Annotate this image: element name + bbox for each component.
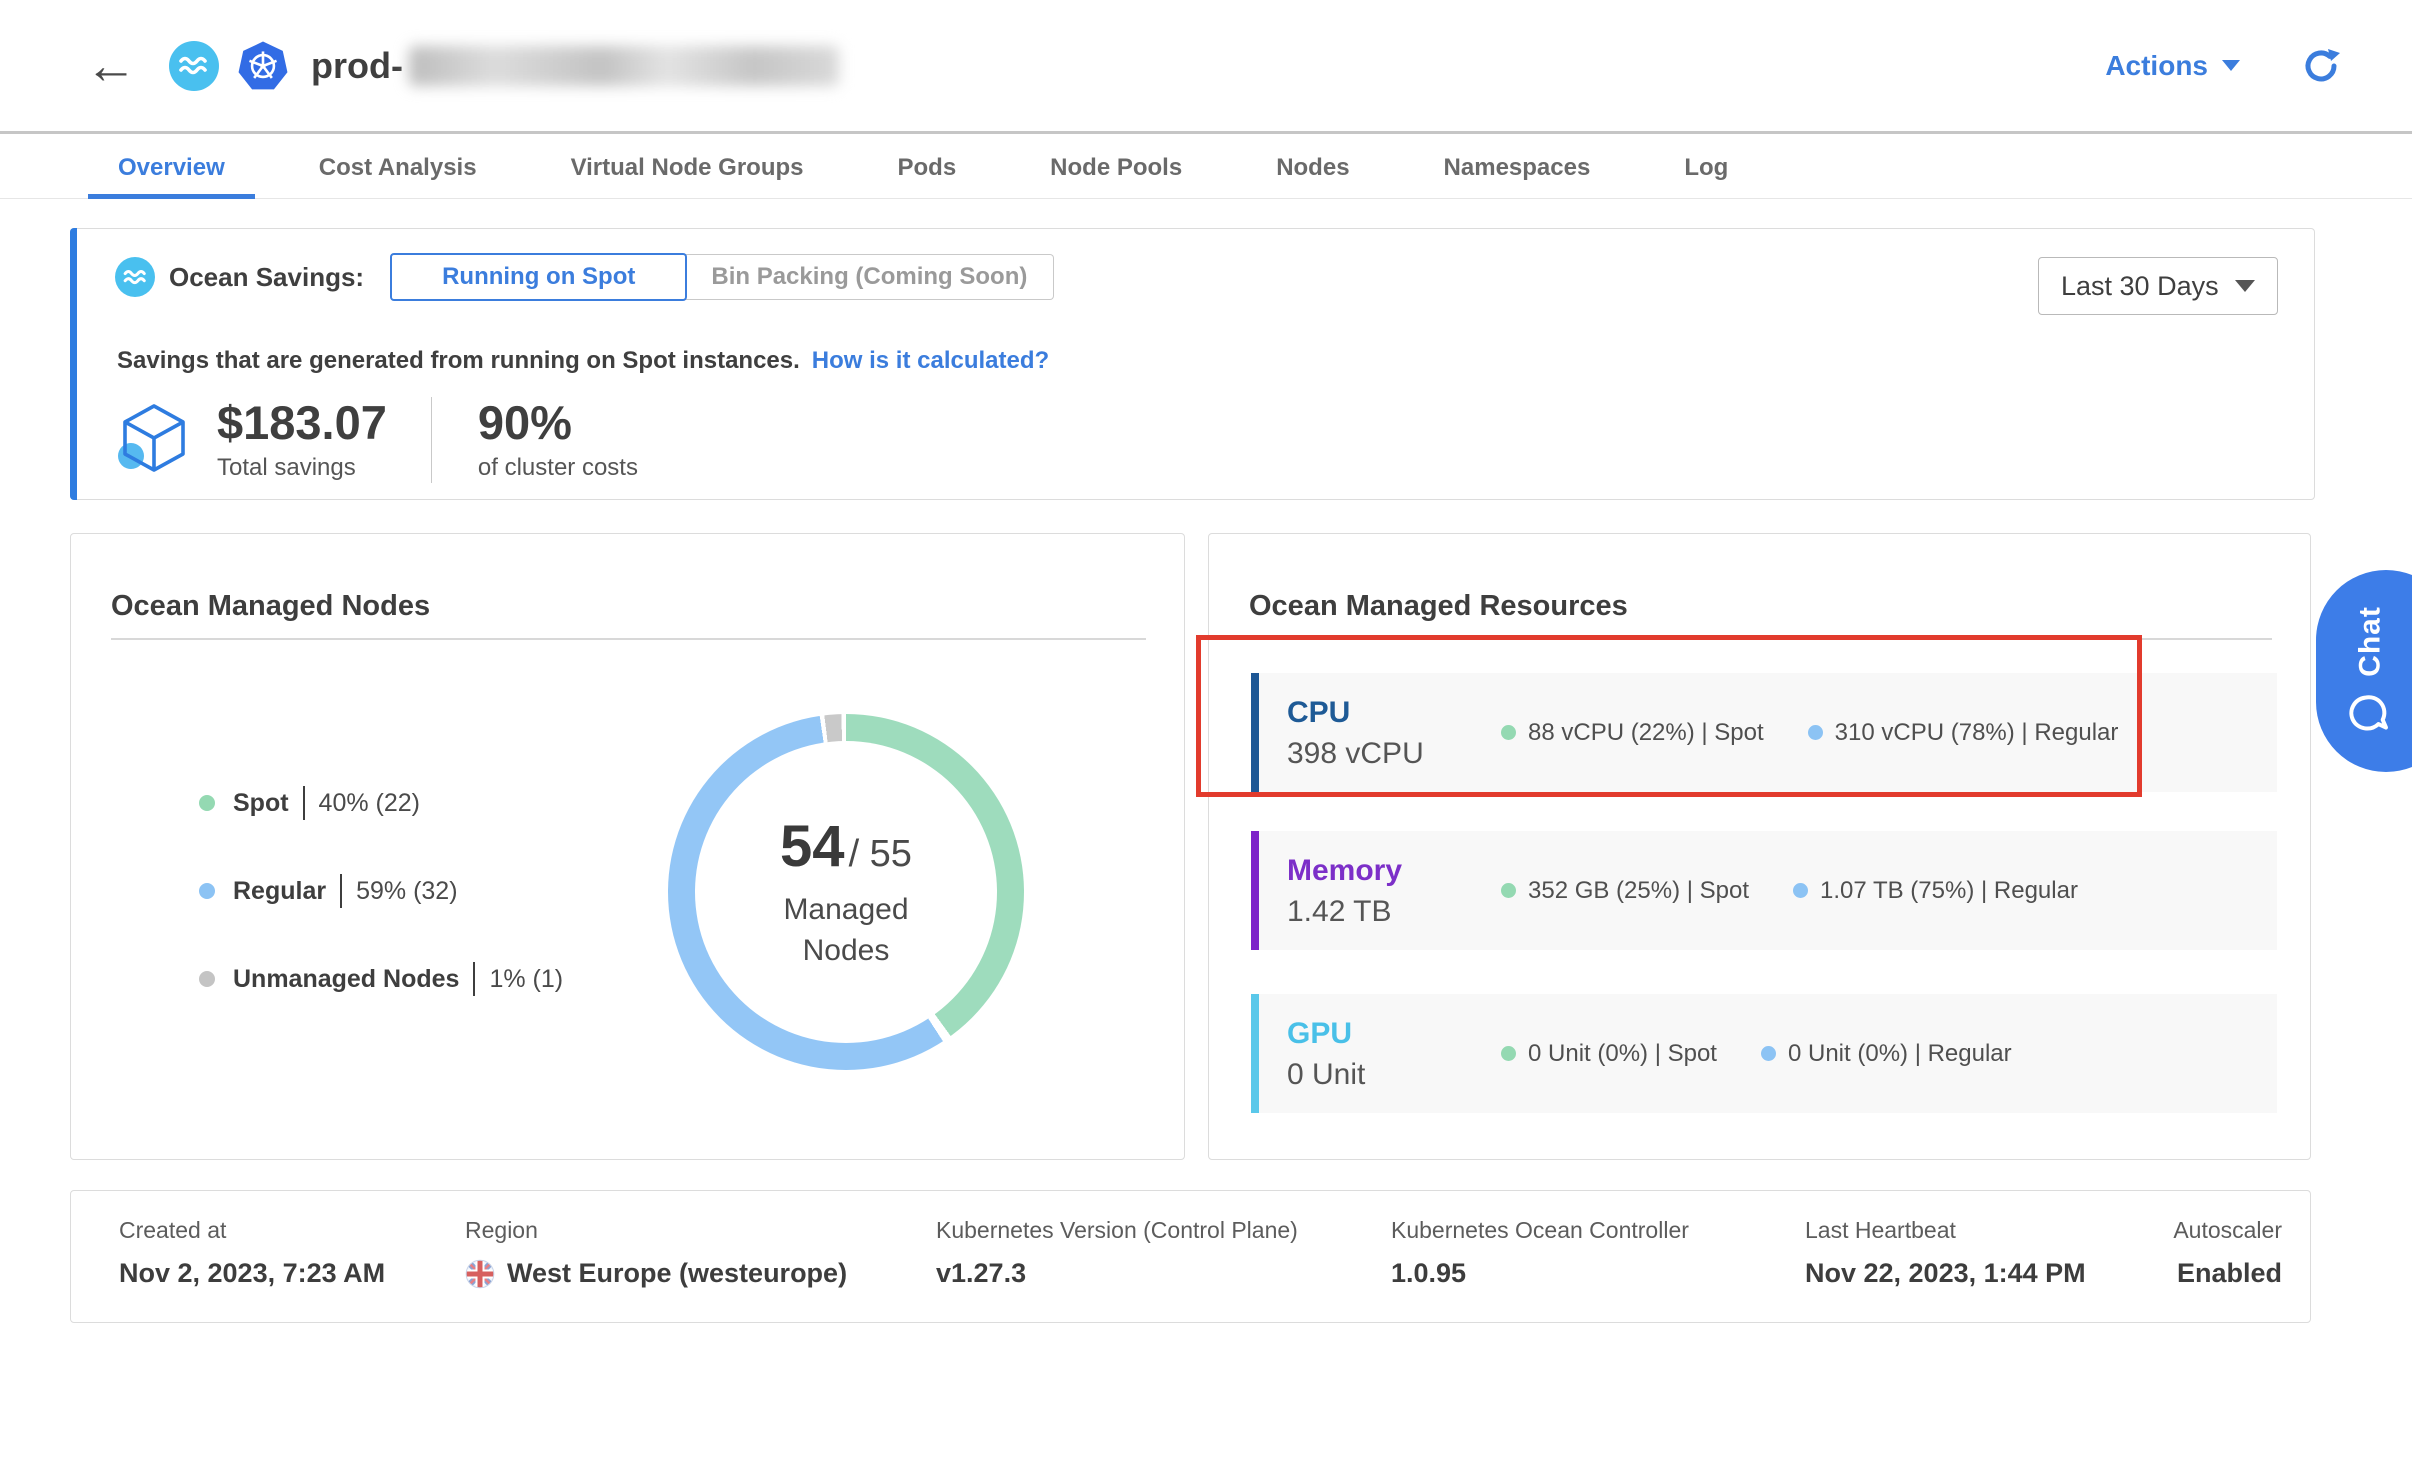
tab-cost-analysis[interactable]: Cost Analysis <box>318 153 477 181</box>
chat-button[interactable]: Chat <box>2316 570 2412 772</box>
info-region: Region West Europe <box>465 1217 848 1289</box>
toggle-running-on-spot[interactable]: Running on Spot <box>390 253 688 301</box>
actions-dropdown[interactable]: Actions <box>2105 50 2240 82</box>
legend-item-spot: Spot 40% (22) <box>199 786 563 820</box>
divider <box>111 638 1146 640</box>
tab-nodes[interactable]: Nodes <box>1276 153 1350 181</box>
cluster-name-redacted <box>408 45 839 86</box>
donut-label: Managed Nodes <box>783 893 909 967</box>
spot-dot-icon <box>1501 725 1516 740</box>
savings-cube-icon <box>117 400 191 480</box>
memory-spot-detail: 352 GB (25%) | Spot <box>1501 877 1749 905</box>
legend-item-regular: Regular 59% (32) <box>199 874 563 908</box>
total-count: / 55 <box>848 833 912 875</box>
page-title: prod- <box>311 45 839 87</box>
chat-label: Chat <box>2353 605 2386 677</box>
regular-dot-icon <box>1760 1046 1776 1061</box>
cpu-regular-detail: 310 vCPU (78%) | Regular <box>1807 719 2118 747</box>
total-savings-label: Total savings <box>217 453 356 481</box>
spot-dot-icon <box>199 795 215 811</box>
memory-label: Memory <box>1287 853 1403 887</box>
back-button[interactable]: ← <box>85 36 137 95</box>
tab-log[interactable]: Log <box>1684 153 1729 181</box>
regular-dot-icon <box>1807 725 1823 740</box>
managed-nodes-card: Ocean Managed Nodes Spot 40% (22) Regula… <box>70 533 1185 1160</box>
region-flag-icon <box>465 1259 495 1289</box>
savings-panel-label: Ocean Savings: <box>169 261 365 292</box>
tab-overview[interactable]: Overview <box>88 137 255 199</box>
total-savings-metric: $183.07 Total savings <box>217 398 387 481</box>
gpu-label: GPU <box>1287 1016 1353 1050</box>
spot-dot-icon <box>1501 1046 1516 1061</box>
savings-mode-toggle: Running on Spot Bin Packing (Coming Soon… <box>390 253 1055 301</box>
chevron-down-icon <box>2222 60 2240 71</box>
regular-dot-icon <box>1793 883 1809 898</box>
ocean-logo-small-icon <box>115 257 155 297</box>
cluster-cost-metric: 90% of cluster costs <box>478 398 638 481</box>
tab-namespaces[interactable]: Namespaces <box>1443 153 1591 181</box>
cluster-cost-percent: 90% <box>477 396 572 450</box>
autoscaler-status-badge: Enabled <box>2176 1258 2282 1288</box>
managed-nodes-donut-chart: 54 / 55 Managed Nodes <box>668 714 1024 1070</box>
memory-regular-detail: 1.07 TB (75%) | Regular <box>1793 877 2078 905</box>
resource-row-cpu: CPU 398 vCPU 88 vCPU (22%) | Spot 310 vC… <box>1251 673 2277 792</box>
refresh-button[interactable] <box>2300 45 2342 87</box>
managed-resources-card: Ocean Managed Resources CPU 398 vCPU 88 … <box>1208 533 2311 1160</box>
info-last-heartbeat: Last Heartbeat Nov 22, 2023, 1:44 PM <box>1805 1217 2086 1288</box>
gpu-spot-detail: 0 Unit (0%) | Spot <box>1501 1040 1717 1068</box>
chevron-down-icon <box>2235 280 2255 292</box>
toggle-bin-packing[interactable]: Bin Packing (Coming Soon) <box>685 254 1055 300</box>
cluster-cost-label: of cluster costs <box>477 453 638 481</box>
spot-dot-icon <box>1501 883 1516 898</box>
resource-row-gpu: GPU 0 Unit 0 Unit (0%) | Spot 0 Unit (0%… <box>1251 994 2277 1113</box>
cpu-spot-detail: 88 vCPU (22%) | Spot <box>1501 719 1764 747</box>
header-actions: Actions <box>2105 45 2342 87</box>
how-calculated-link[interactable]: How is it calculated? <box>811 347 1050 374</box>
kubernetes-logo-icon <box>238 41 288 89</box>
chat-bubble-icon <box>2346 692 2395 736</box>
resource-row-memory: Memory 1.42 TB 352 GB (25%) | Spot 1.07 … <box>1251 831 2277 950</box>
total-savings-value: $183.07 <box>217 396 387 450</box>
divider <box>1249 638 2272 640</box>
ocean-savings-panel: Ocean Savings: Running on Spot Bin Packi… <box>70 228 2315 500</box>
regular-dot-icon <box>199 883 215 899</box>
info-ocean-controller: Kubernetes Ocean Controller 1.0.95 <box>1391 1217 1689 1288</box>
memory-total: 1.42 TB <box>1287 894 1392 928</box>
period-dropdown[interactable]: Last 30 Days <box>2038 257 2278 315</box>
info-k8s-version: Kubernetes Version (Control Plane) v1.27… <box>936 1217 1298 1288</box>
metric-divider <box>430 397 432 483</box>
info-created-at: Created at Nov 2, 2023, 7:23 AM <box>119 1217 386 1288</box>
managed-count: 54 <box>780 814 845 879</box>
managed-resources-title: Ocean Managed Resources <box>1249 590 1628 622</box>
unmanaged-dot-icon <box>199 971 215 987</box>
period-dropdown-value: Last 30 Days <box>2061 270 2219 301</box>
cpu-total: 398 vCPU <box>1287 736 1424 770</box>
savings-description: Savings that are generated from running … <box>117 347 1050 374</box>
info-autoscaler: Autoscaler Enabled <box>2173 1217 2282 1288</box>
managed-nodes-title: Ocean Managed Nodes <box>111 590 431 622</box>
tab-node-pools[interactable]: Node Pools <box>1050 153 1183 181</box>
ocean-logo-icon <box>169 40 219 91</box>
nodes-legend: Spot 40% (22) Regular 59% (32) Unmanaged… <box>199 786 563 996</box>
cluster-info-bar: Created at Nov 2, 2023, 7:23 AM Region <box>70 1190 2311 1323</box>
gpu-regular-detail: 0 Unit (0%) | Regular <box>1760 1040 2012 1068</box>
tab-bar: Overview Cost Analysis Virtual Node Grou… <box>0 137 2412 199</box>
legend-item-unmanaged: Unmanaged Nodes 1% (1) <box>199 962 563 996</box>
tab-pods[interactable]: Pods <box>897 153 957 181</box>
cpu-label: CPU <box>1287 695 1351 729</box>
header: ← prod- Actions <box>0 0 2412 134</box>
tab-virtual-node-groups[interactable]: Virtual Node Groups <box>570 153 804 181</box>
gpu-total: 0 Unit <box>1287 1057 1366 1091</box>
